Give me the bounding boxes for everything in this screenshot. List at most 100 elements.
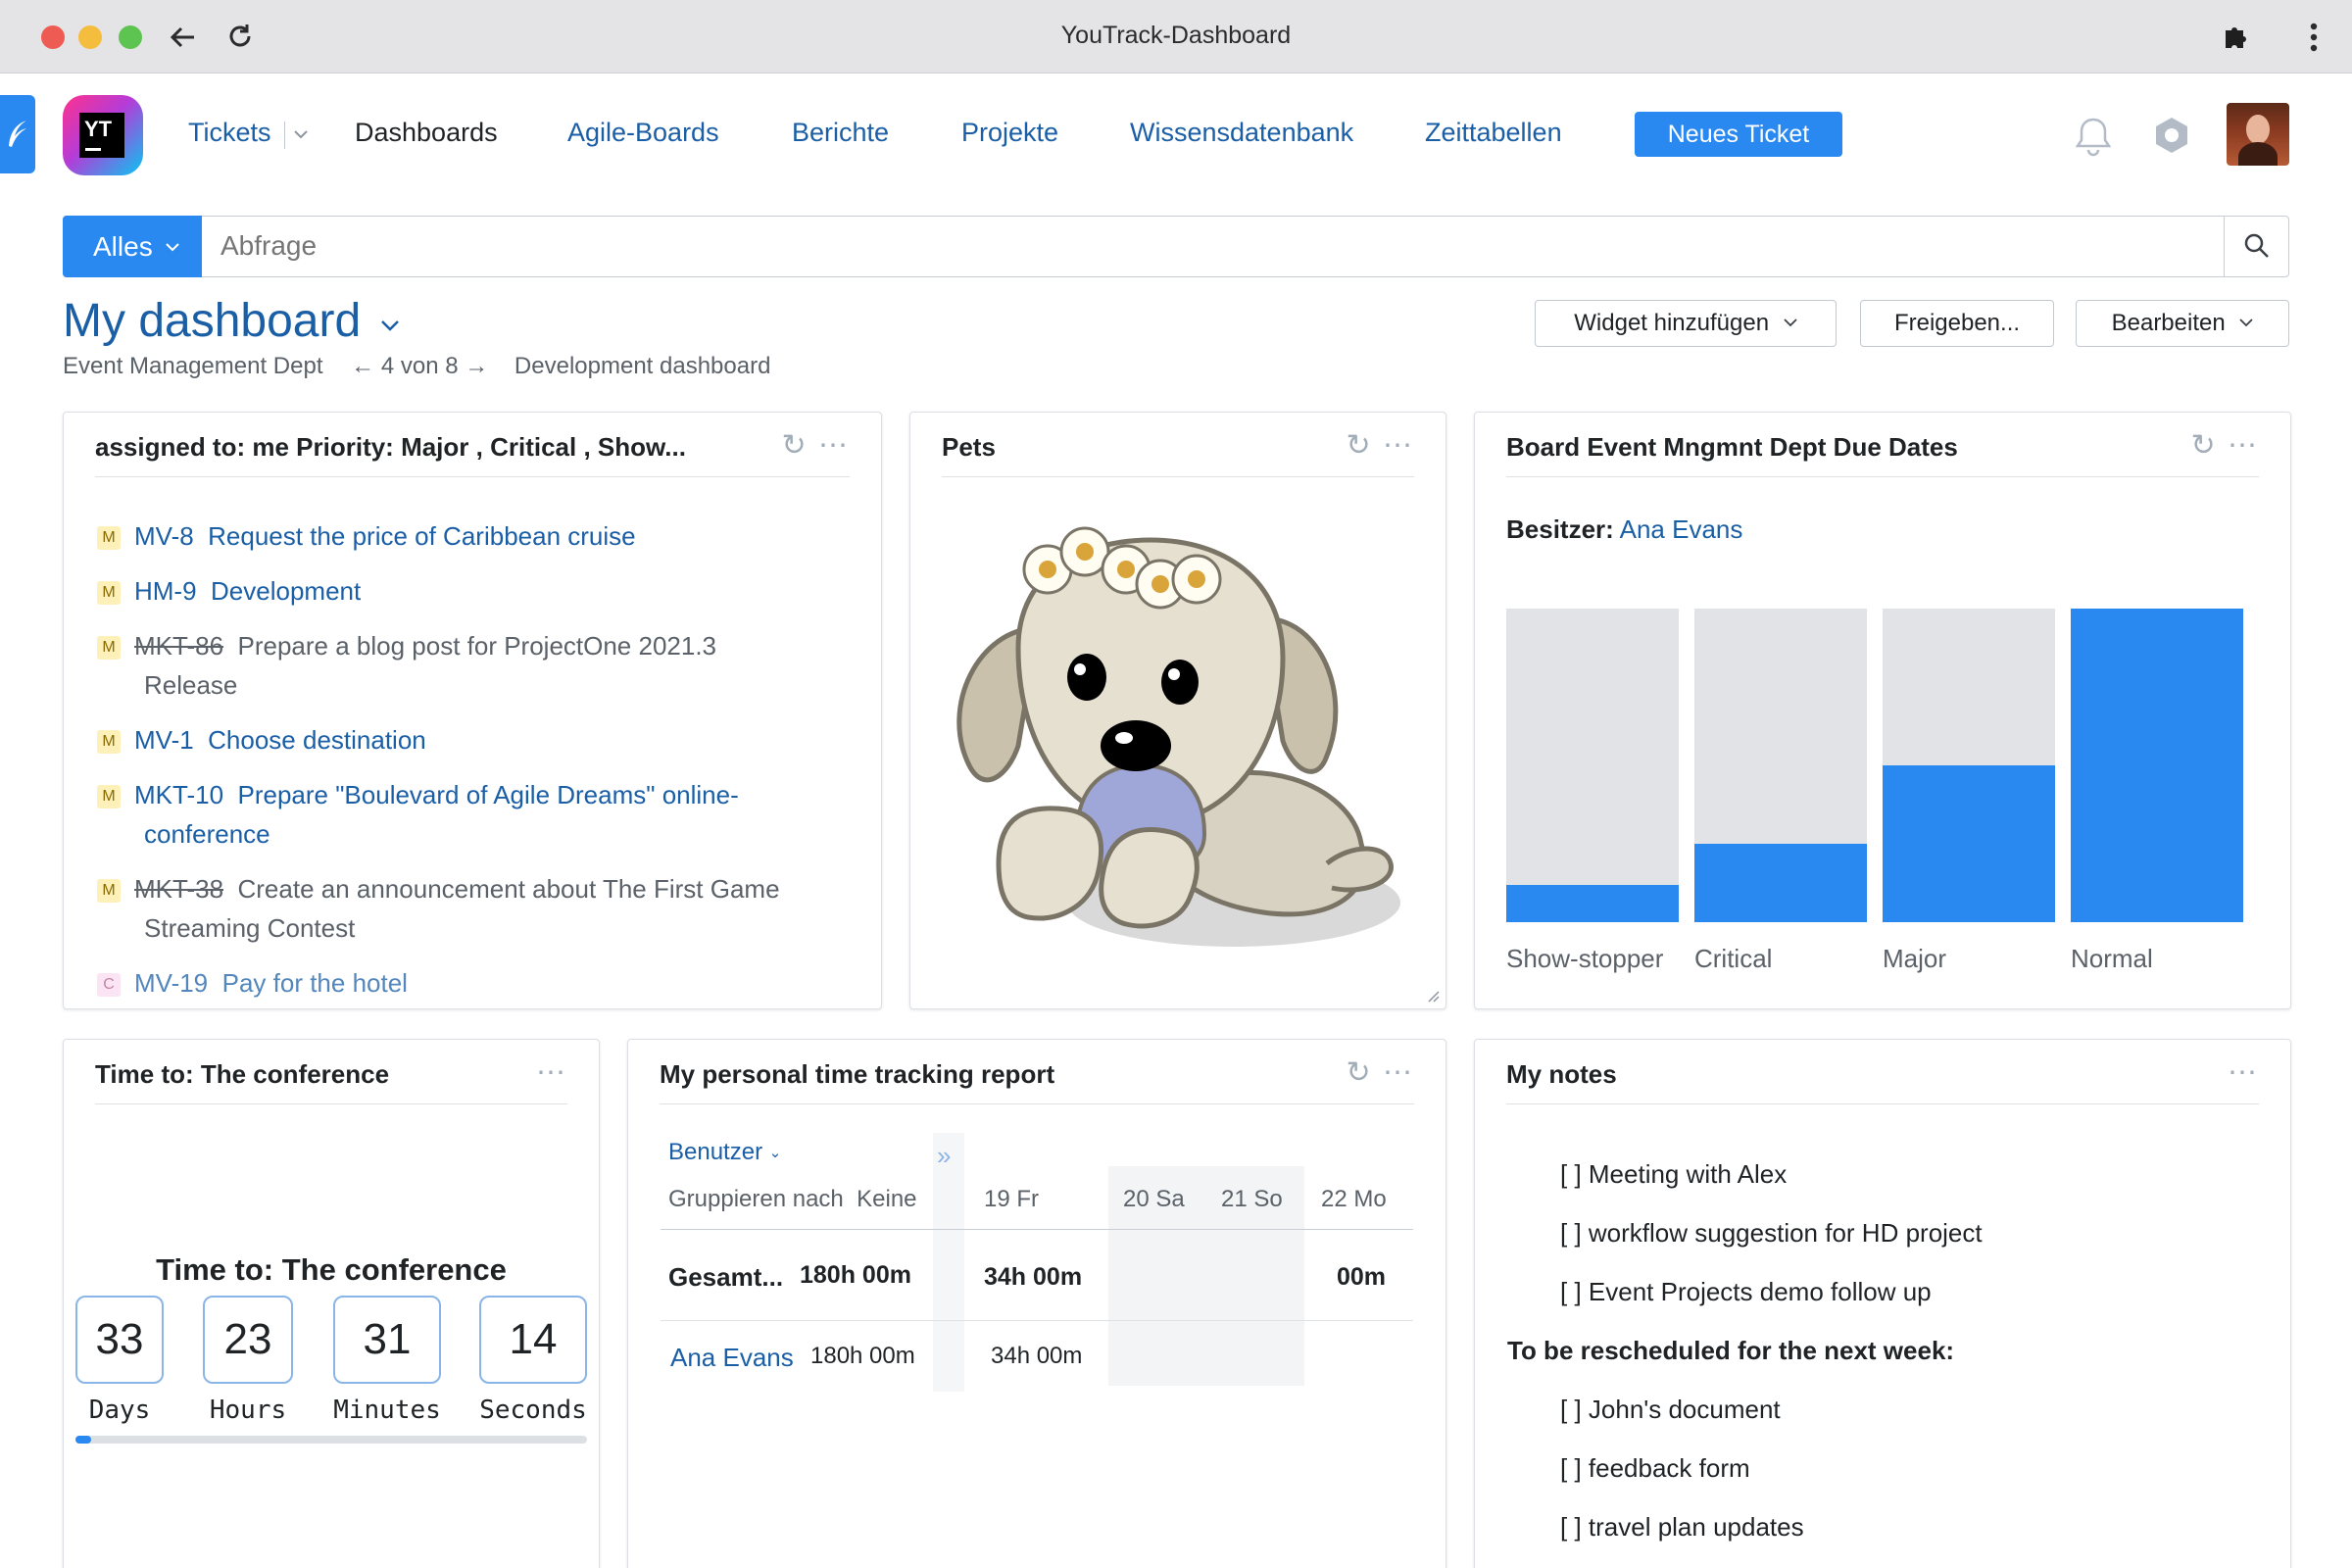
minimize-window-button[interactable] (78, 25, 102, 49)
issue-summary[interactable]: Prepare "Boulevard of Agile Dreams" onli… (237, 780, 739, 809)
widget-menu-icon[interactable]: ⋯ (1383, 429, 1414, 462)
note-item: [ ] feedback form (1560, 1453, 1750, 1483)
issue-summary[interactable]: Create an announcement about The First G… (237, 874, 780, 904)
note-item: [ ] travel plan updates (1560, 1512, 1804, 1542)
widget-actions: ↻ ⋯ (1347, 428, 1414, 463)
search-button[interactable] (2224, 217, 2288, 276)
widget-title: Time to: The conference (95, 1059, 390, 1089)
issue-summary-continued[interactable]: Release (144, 670, 238, 700)
table-divider (661, 1320, 1413, 1321)
next-arrow-icon[interactable]: → (465, 353, 489, 379)
notes-widget: My notes ⋯ (1474, 1039, 2291, 1568)
refresh-icon[interactable]: ↻ (1346, 1056, 1373, 1089)
nav-tickets[interactable]: Tickets (188, 118, 271, 147)
user-row-name[interactable]: Ana Evans (670, 1343, 794, 1372)
list-item[interactable]: M MV-8 Request the price of Caribbean cru… (97, 516, 636, 556)
total-row-sum: 180h 00m (800, 1261, 911, 1289)
maximize-window-button[interactable] (119, 25, 142, 49)
user-dropdown[interactable]: Benutzer ⌄ (668, 1139, 781, 1166)
youtrack-logo[interactable]: YT (63, 95, 143, 175)
search-scope-dropdown[interactable]: Alles (63, 216, 202, 277)
widget-menu-icon[interactable]: ⋯ (536, 1056, 567, 1089)
day-column-header: 19 Fr (984, 1186, 1040, 1212)
edit-button[interactable]: Bearbeiten (2076, 300, 2289, 347)
widget-header: Board Event Mngmnt Dept Due Dates ↻ ⋯ (1506, 413, 2259, 477)
add-widget-button[interactable]: Widget hinzufügen (1535, 300, 1837, 347)
issue-id[interactable]: MKT-10 (134, 780, 224, 809)
issue-id[interactable]: MKT-38 (134, 874, 224, 904)
issue-id[interactable]: MV-8 (134, 521, 194, 551)
close-window-button[interactable] (41, 25, 65, 49)
list-item[interactable]: M MKT-38 Create an announcement about The… (97, 869, 780, 908)
dashboard-title-text: My dashboard (63, 295, 362, 347)
nav-timesheets[interactable]: Zeittabellen (1425, 118, 1562, 147)
issue-summary-continued[interactable]: conference (144, 819, 270, 849)
prev-dashboard-link[interactable]: Event Management Dept (63, 353, 323, 379)
countdown-progress-track (75, 1436, 587, 1444)
group-by-control[interactable]: Gruppieren nach Keine (668, 1186, 917, 1213)
issue-summary[interactable]: Request the price of Caribbean cruise (208, 521, 636, 551)
countdown-hours-label: Hours (209, 1396, 287, 1425)
side-feather-tab[interactable] (0, 95, 35, 173)
widget-header: assigned to: me Priority: Major , Critic… (95, 413, 850, 477)
issue-summary[interactable]: Development (211, 576, 362, 606)
user-row-day: 34h 00m (991, 1343, 1083, 1369)
priority-bar-chart: Show-stopper Critical Major Normal (1475, 413, 2290, 1008)
resize-handle-icon[interactable] (1424, 987, 1440, 1003)
feather-icon (9, 121, 26, 147)
widget-menu-icon[interactable]: ⋯ (1383, 1056, 1414, 1089)
next-dashboard-link[interactable]: Development dashboard (514, 353, 771, 379)
issue-summary[interactable]: Pay for the hotel (221, 968, 408, 998)
reload-icon[interactable] (225, 22, 255, 51)
list-item[interactable]: M MKT-86 Prepare a blog post for ProjectO… (97, 626, 716, 665)
widget-menu-icon[interactable]: ⋯ (2228, 1056, 2259, 1089)
expand-columns-icon[interactable]: » (937, 1141, 952, 1170)
widget-menu-icon[interactable]: ⋯ (2228, 429, 2259, 462)
widget-actions: ⋯ (536, 1055, 567, 1090)
nav-agile-boards[interactable]: Agile-Boards (567, 118, 719, 147)
owner-link[interactable]: Ana Evans (1619, 514, 1743, 544)
refresh-icon[interactable]: ↻ (2190, 429, 2218, 462)
bar[interactable] (1883, 765, 2055, 922)
help-hexagon-icon[interactable] (2152, 116, 2191, 155)
nav-reports[interactable]: Berichte (792, 118, 890, 147)
list-item[interactable]: M HM-9 Development (97, 571, 361, 611)
bar[interactable] (2071, 609, 2243, 922)
issue-id[interactable]: HM-9 (134, 576, 197, 606)
chevron-down-icon: ⌄ (768, 1145, 782, 1161)
prev-arrow-icon[interactable]: ← (351, 353, 375, 379)
issue-id[interactable]: MV-19 (134, 968, 209, 998)
nav-knowledge-base[interactable]: Wissensdatenbank (1130, 118, 1354, 147)
search-input[interactable] (220, 224, 2210, 268)
refresh-icon[interactable]: ↻ (781, 429, 808, 462)
list-item[interactable]: C MV-19 Pay for the hotel (97, 963, 408, 1003)
nav-dashboards[interactable]: Dashboards (355, 118, 498, 147)
bar[interactable] (1506, 885, 1679, 922)
issue-id[interactable]: MV-1 (134, 725, 194, 755)
widget-title: My notes (1506, 1059, 1617, 1089)
issue-summary[interactable]: Choose destination (208, 725, 426, 755)
list-item[interactable]: M MKT-10 Prepare "Boulevard of Agile Drea… (97, 775, 739, 814)
browser-titlebar: YouTrack-Dashboard (0, 0, 2352, 74)
extensions-puzzle-icon[interactable] (2221, 22, 2250, 51)
x-tick-label: Normal (2071, 944, 2153, 973)
widget-menu-icon[interactable]: ⋯ (818, 429, 850, 462)
user-avatar[interactable] (2227, 103, 2289, 166)
issue-summary[interactable]: Prepare a blog post for ProjectOne 2021.… (237, 631, 717, 661)
nav-projects[interactable]: Projekte (961, 118, 1059, 147)
notifications-bell-icon[interactable] (2074, 116, 2113, 157)
list-item[interactable]: M MV-1 Choose destination (97, 720, 426, 760)
widget-title: assigned to: me Priority: Major , Critic… (95, 432, 686, 462)
new-ticket-button[interactable]: Neues Ticket (1635, 112, 1842, 157)
chevron-down-icon[interactable] (294, 129, 308, 139)
share-button[interactable]: Freigeben... (1860, 300, 2054, 347)
bar[interactable] (1694, 844, 1867, 922)
issue-id[interactable]: MKT-86 (134, 631, 224, 661)
note-item: [ ] workflow suggestion for HD project (1560, 1218, 1983, 1248)
issue-summary-continued[interactable]: Streaming Contest (144, 913, 356, 943)
x-tick-label: Critical (1694, 944, 1773, 973)
back-arrow-icon[interactable] (169, 24, 198, 51)
more-menu-icon[interactable] (2309, 22, 2319, 53)
dashboard-title[interactable]: My dashboard (63, 294, 400, 348)
refresh-icon[interactable]: ↻ (1346, 429, 1373, 462)
